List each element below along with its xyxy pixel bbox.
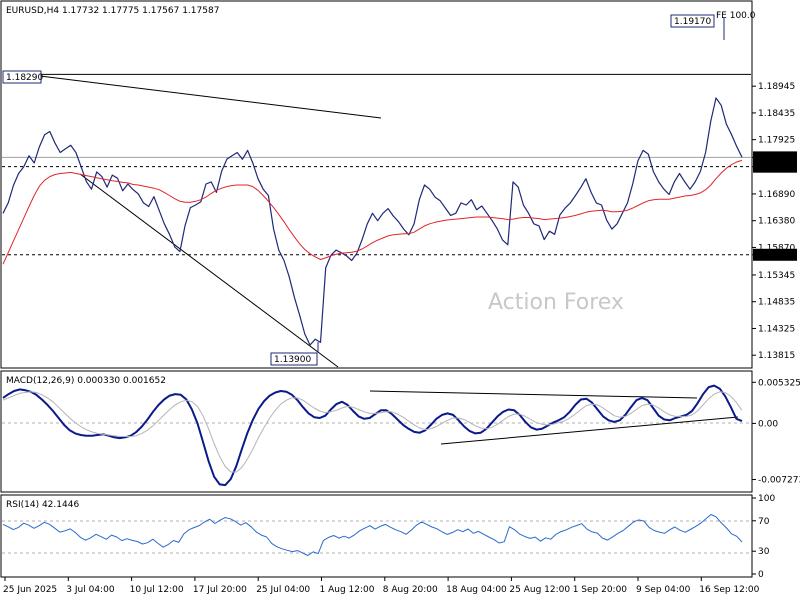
y-tick-label: 1.18435 bbox=[758, 109, 795, 119]
x-tick-label: 18 Aug 04:00 bbox=[446, 585, 507, 595]
price-series bbox=[2, 97, 743, 346]
x-tick-label: 1 Sep 20:00 bbox=[573, 585, 628, 595]
y-tick-label: 1.16380 bbox=[758, 217, 795, 227]
macd-series bbox=[2, 384, 743, 487]
price-axis-ticks: 1.18945 1.18435 1.17925 1.16890 1.16380 1.158… bbox=[752, 82, 797, 361]
y-tick-label: 1.14325 bbox=[758, 324, 795, 334]
macd-lower-trendline bbox=[440, 416, 739, 445]
svg-text:1.13900: 1.13900 bbox=[274, 355, 311, 365]
label-1-18290: 1.18290 bbox=[2, 70, 43, 84]
price-axis-box-label: 1.17587 bbox=[757, 153, 794, 163]
price-axis-box bbox=[753, 160, 797, 173]
watermark: Action Forex bbox=[488, 290, 624, 315]
y-tick-label: 30 bbox=[758, 547, 770, 557]
price-axis-box bbox=[753, 248, 797, 261]
label-1-13900: 1.13900 bbox=[270, 352, 318, 366]
y-tick-label: 1.18945 bbox=[758, 82, 795, 92]
chart-title: EURUSD,H4 1.17732 1.17775 1.17567 1.1758… bbox=[6, 6, 219, 16]
macd-panel-frame bbox=[0, 370, 753, 493]
y-tick-label: 0 bbox=[758, 570, 764, 580]
y-tick-label: 0.005325 bbox=[758, 378, 800, 388]
x-tick-label: 25 Jul 04:00 bbox=[256, 585, 310, 595]
price-axis-box-label: 1.17410 bbox=[757, 163, 794, 173]
label-1-19170: 1.19170 bbox=[670, 14, 715, 28]
y-tick-label: 1.17925 bbox=[758, 136, 795, 146]
rsi-axis-ticks: 100 70 30 0 bbox=[752, 494, 775, 580]
price-axis-box bbox=[753, 151, 797, 164]
x-tick-label: 1 Aug 12:00 bbox=[320, 585, 375, 595]
macd-axis-ticks: 0.005325 0.00 -0.007273 bbox=[752, 378, 800, 486]
macd-line bbox=[2, 384, 743, 487]
price-line bbox=[2, 97, 743, 346]
lower-trendline bbox=[79, 173, 339, 368]
ma-line bbox=[2, 159, 743, 265]
price-axis-box-label: 1.15730 bbox=[757, 251, 794, 261]
rsi-label: RSI(14) 42.1446 bbox=[6, 500, 79, 510]
upper-trendline bbox=[39, 75, 382, 119]
y-tick-label: 1.13815 bbox=[758, 351, 795, 361]
x-tick-label: 25 Jun 2025 bbox=[3, 585, 57, 595]
x-tick-label: 17 Jul 20:00 bbox=[193, 585, 247, 595]
rsi-panel-frame bbox=[0, 494, 753, 578]
y-tick-label: 1.14835 bbox=[758, 298, 795, 308]
y-tick-label: 1.15345 bbox=[758, 271, 795, 281]
rsi-line bbox=[2, 514, 743, 556]
y-tick-label: 1.16890 bbox=[758, 190, 795, 200]
y-tick-label: 100 bbox=[758, 494, 775, 504]
macd-upper-trendline bbox=[369, 390, 698, 399]
y-tick-label: -0.007273 bbox=[758, 476, 800, 486]
y-tick-label: 70 bbox=[758, 517, 770, 527]
x-tick-label: 10 Jul 12:00 bbox=[130, 585, 184, 595]
x-tick-label: 9 Sep 04:00 bbox=[636, 585, 691, 595]
x-tick-label: 8 Aug 20:00 bbox=[383, 585, 438, 595]
price-trendlines bbox=[39, 18, 725, 368]
price-panel-frame bbox=[0, 0, 753, 369]
rsi-series bbox=[2, 514, 743, 556]
x-tick-label: 25 Aug 12:00 bbox=[509, 585, 570, 595]
macd-label: MACD(12,26,9) 0.000330 0.001652 bbox=[6, 376, 166, 386]
y-tick-label: 1.15870 bbox=[758, 243, 795, 253]
fe-label: FE 100.0 bbox=[716, 11, 756, 21]
svg-text:1.19170: 1.19170 bbox=[674, 17, 711, 27]
signal-line bbox=[2, 391, 743, 473]
price-levels bbox=[2, 73, 751, 256]
x-tick-label: 16 Sep 12:00 bbox=[699, 585, 759, 595]
x-axis-ticks: 25 Jun 2025 3 Jul 04:00 10 Jul 12:00 17 Jul… bbox=[3, 577, 760, 595]
y-tick-label: 0.00 bbox=[758, 419, 778, 429]
svg-text:1.18290: 1.18290 bbox=[6, 73, 43, 83]
x-tick-label: 3 Jul 04:00 bbox=[66, 585, 115, 595]
